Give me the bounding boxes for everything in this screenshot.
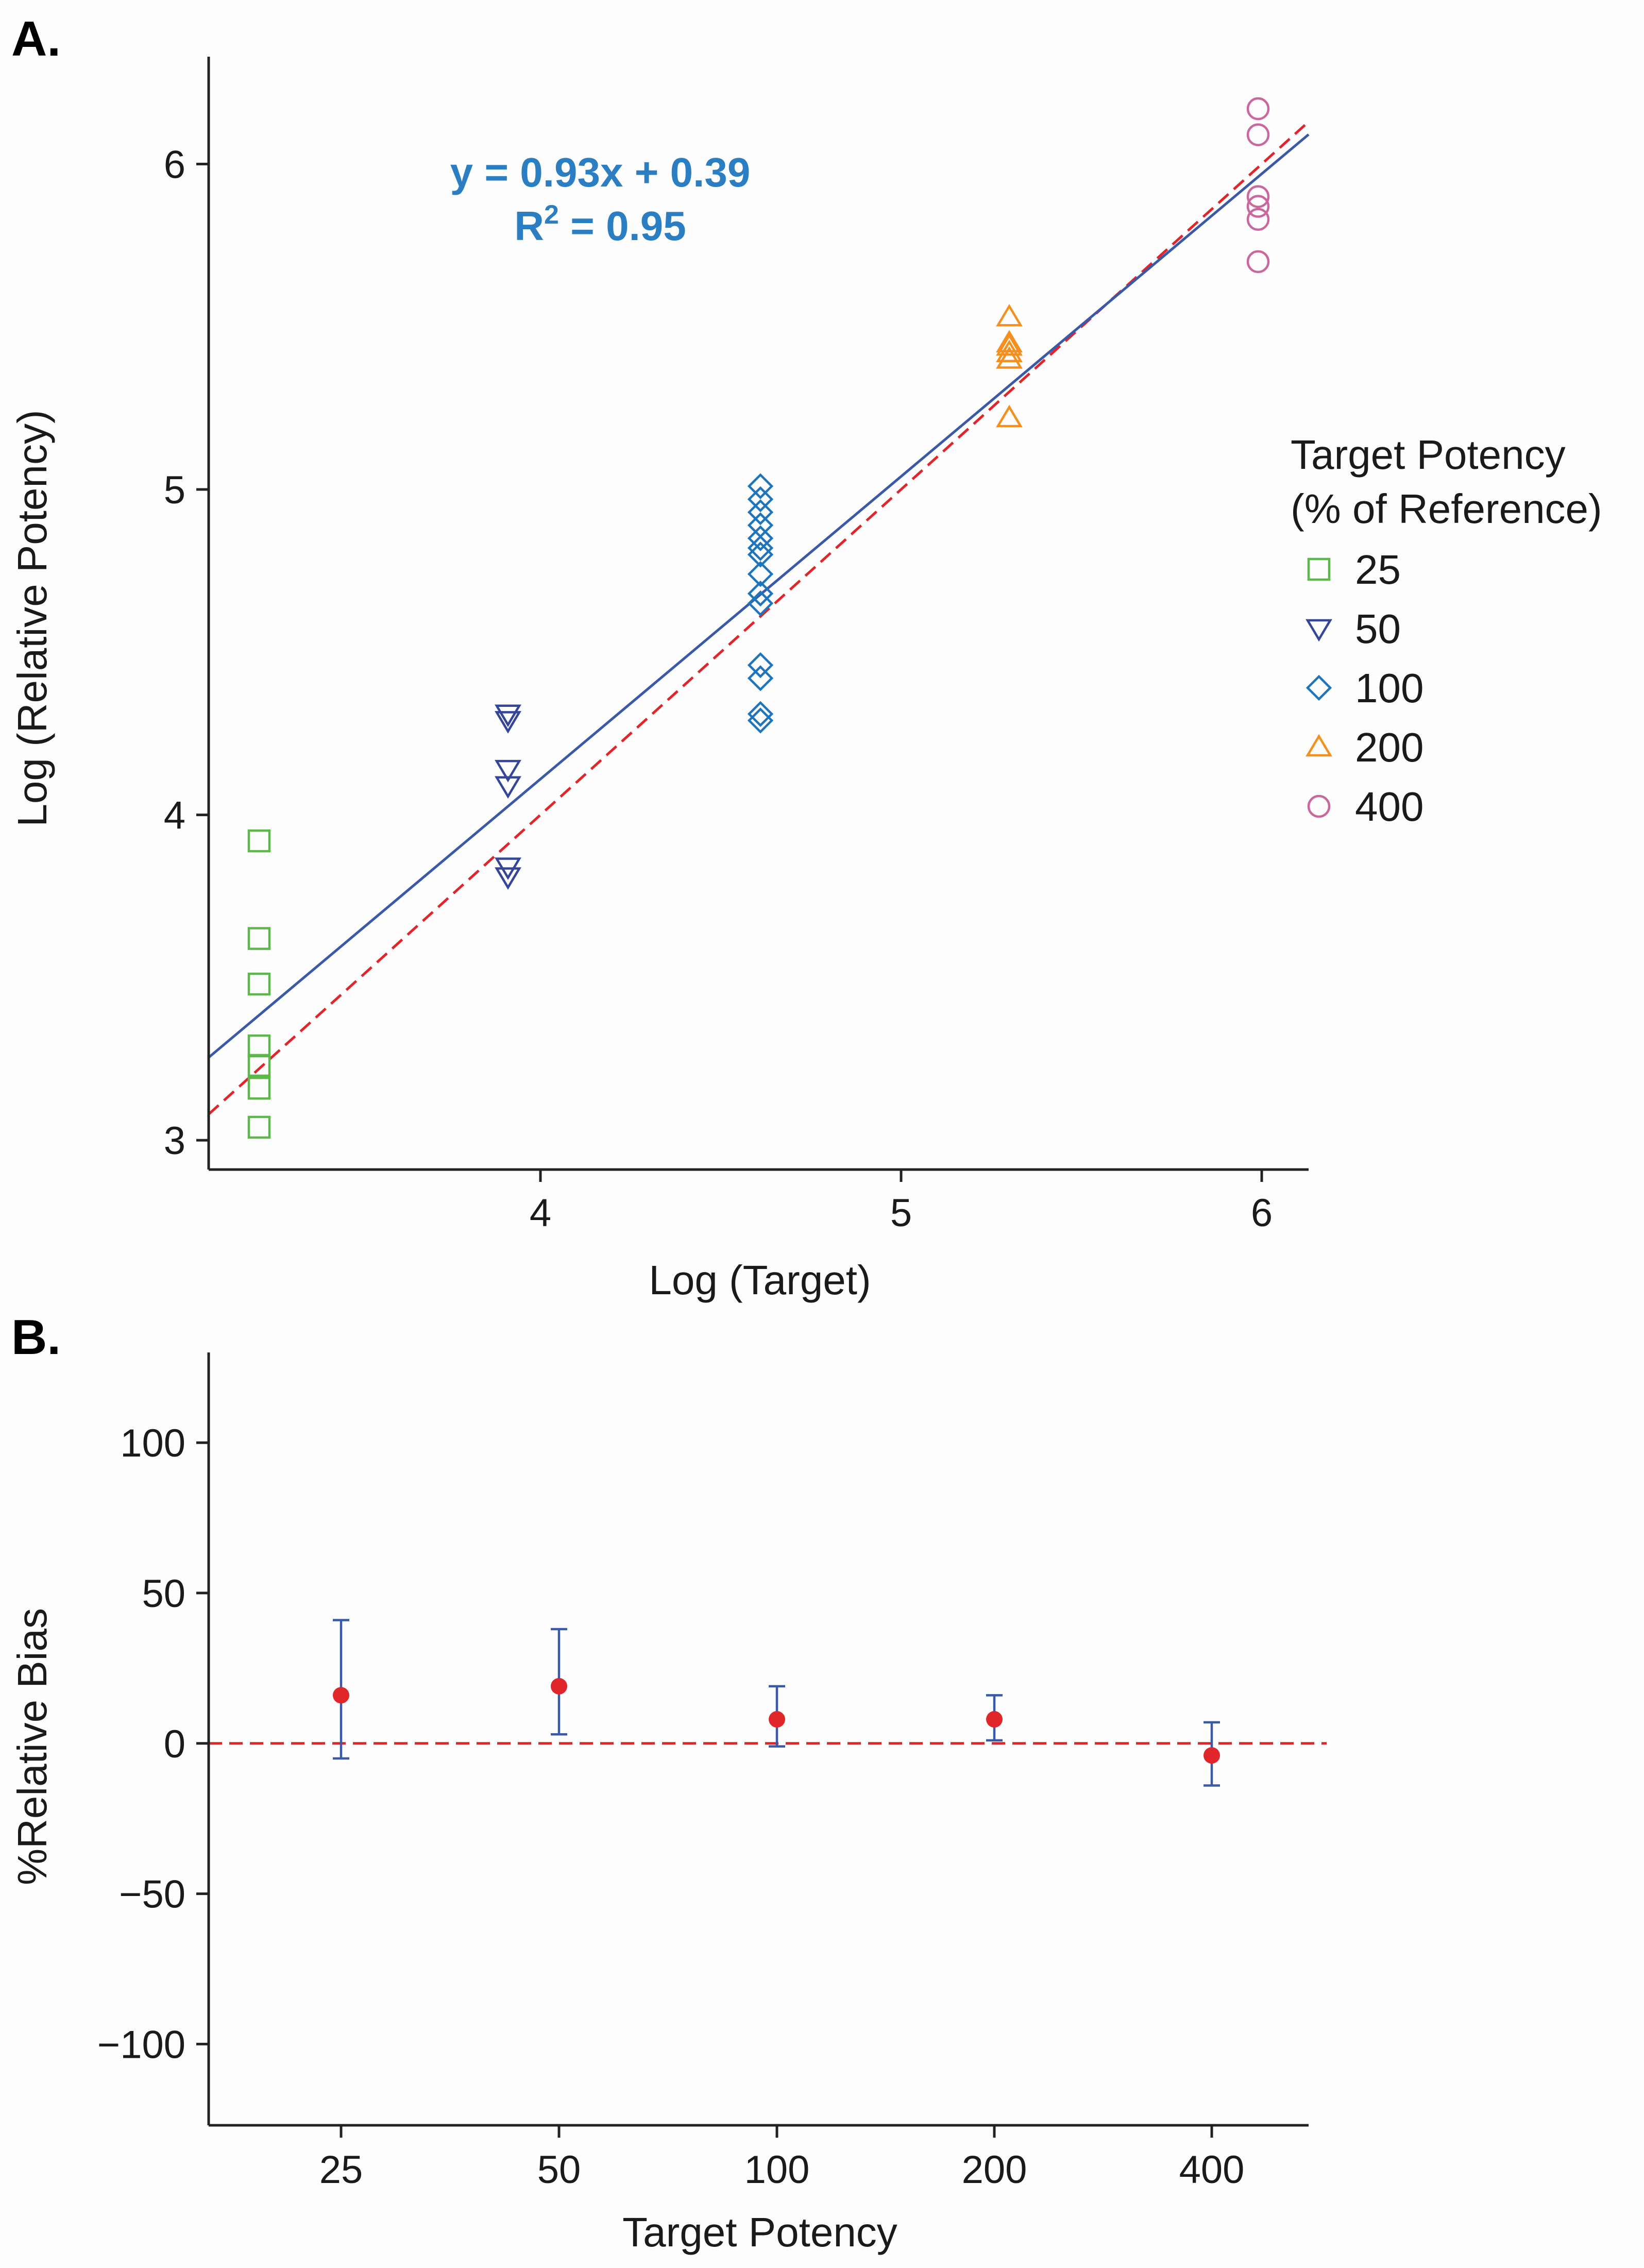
data-point-25	[247, 972, 271, 996]
panel-a-lines	[208, 121, 1310, 1115]
panel-a: A. 4 5 6 3 4 5 6 Log (Target) Log (Relative Po…	[9, 11, 1602, 1303]
data-point-100	[747, 486, 774, 513]
identity-line	[208, 121, 1310, 1115]
regression-line	[208, 133, 1310, 1059]
bias-point	[986, 1711, 1003, 1728]
r-squared-exponent: 2	[544, 200, 559, 230]
panel-a-y-tick-label: 5	[164, 468, 185, 512]
data-point-25	[247, 1034, 271, 1058]
data-point-400	[1246, 185, 1270, 208]
data-point-200	[996, 404, 1023, 428]
legend-marker-50	[1306, 619, 1332, 642]
data-point-400	[1246, 195, 1270, 218]
data-point-100	[747, 473, 774, 499]
legend-marker-25	[1307, 557, 1331, 581]
panel-b-points	[333, 1619, 1220, 1787]
data-point-25	[247, 1115, 271, 1139]
panel-a-x-tick-label: 5	[890, 1191, 912, 1235]
data-point-200	[996, 340, 1023, 362]
data-point-100	[747, 580, 774, 607]
panel-b-y-tick-label: 50	[142, 1572, 185, 1616]
legend-title-line1: Target Potency	[1291, 432, 1566, 478]
legend-label-50: 50	[1355, 606, 1401, 652]
legend-marker-400	[1307, 794, 1331, 818]
r-squared-value: = 0.95	[559, 203, 686, 249]
data-point-50	[495, 759, 521, 783]
panel-b-label: B.	[11, 1310, 61, 1365]
panel-a-axes: 4 5 6 3 4 5 6	[164, 57, 1309, 1235]
legend-title-line2: (% of Reference)	[1291, 486, 1602, 532]
panel-a-x-axis-title: Log (Target)	[649, 1257, 871, 1303]
legend-label-100: 100	[1355, 665, 1423, 711]
data-point-200	[996, 346, 1023, 369]
legend-label-200: 200	[1355, 724, 1423, 770]
data-point-400	[1246, 123, 1270, 146]
data-point-50	[495, 776, 521, 799]
panel-a-x-tick-label: 6	[1251, 1191, 1273, 1235]
legend-marker-200	[1306, 734, 1332, 757]
data-point-400	[1246, 250, 1270, 274]
legend: Target Potency (% of Reference) 25 50 100 2…	[1291, 432, 1602, 830]
data-point-100	[747, 525, 774, 551]
data-point-25	[247, 1076, 271, 1100]
data-point-100	[747, 665, 774, 691]
data-point-100	[747, 701, 774, 727]
data-point-100	[747, 590, 774, 617]
data-point-200	[996, 333, 1023, 356]
bias-point	[551, 1678, 567, 1695]
panel-b-y-tick-label: 100	[120, 1421, 185, 1465]
data-point-100	[747, 535, 774, 561]
legend-label-400: 400	[1355, 784, 1423, 830]
data-point-50	[495, 711, 521, 734]
panel-a-y-tick-label: 4	[164, 794, 185, 838]
panel-a-y-axis-title: Log (Relative Potency)	[9, 410, 55, 826]
panel-b-x-tick-label: 25	[319, 2148, 363, 2192]
panel-b-y-axis-title: %Relative Bias	[9, 1608, 55, 1885]
bias-point	[1204, 1747, 1220, 1764]
legend-marker-100	[1306, 674, 1332, 701]
legend-label-25: 25	[1355, 547, 1401, 593]
data-point-200	[996, 330, 1023, 353]
data-point-25	[247, 829, 271, 853]
panel-b-y-tick-label: 0	[164, 1722, 185, 1766]
panel-a-y-tick-label: 6	[164, 143, 185, 187]
panel-a-points	[247, 97, 1270, 1139]
data-point-100	[747, 499, 774, 526]
panel-b-x-tick-label: 200	[962, 2148, 1027, 2192]
panel-a-y-tick-label: 3	[164, 1119, 185, 1163]
data-point-200	[996, 303, 1023, 327]
r-squared-label: R2 = 0.95	[514, 200, 686, 249]
panel-a-x-tick-label: 4	[530, 1191, 551, 1235]
data-point-50	[495, 867, 521, 890]
data-point-400	[1246, 97, 1270, 121]
panel-b-y-tick-label: −50	[119, 1873, 185, 1917]
data-point-100	[747, 561, 774, 587]
panel-b-x-tick-label: 400	[1179, 2148, 1245, 2192]
data-point-100	[747, 512, 774, 538]
data-point-25	[247, 1054, 271, 1077]
panel-a-label: A.	[11, 11, 61, 66]
panel-b-y-tick-label: −100	[97, 2023, 185, 2067]
regression-equation: y = 0.93x + 0.39	[450, 149, 751, 195]
data-point-100	[747, 652, 774, 679]
panel-b-x-axis-title: Target Potency	[622, 2209, 897, 2255]
r-squared-r: R	[514, 203, 544, 249]
data-point-100	[747, 707, 774, 734]
data-point-25	[247, 927, 271, 950]
panel-b-x-tick-label: 100	[744, 2148, 810, 2192]
bias-point	[333, 1687, 349, 1704]
bias-point	[769, 1711, 785, 1728]
data-point-400	[1246, 208, 1270, 231]
panel-b-axes: 25 50 100 200 400 −100 −50 0 50 100	[97, 1352, 1309, 2192]
panel-b: B. 25 50 100 200 400 −100 −50 0 50 100 Target Pot…	[9, 1310, 1327, 2255]
data-point-100	[747, 541, 774, 568]
panel-b-x-tick-label: 50	[537, 2148, 581, 2192]
data-point-50	[495, 704, 521, 727]
